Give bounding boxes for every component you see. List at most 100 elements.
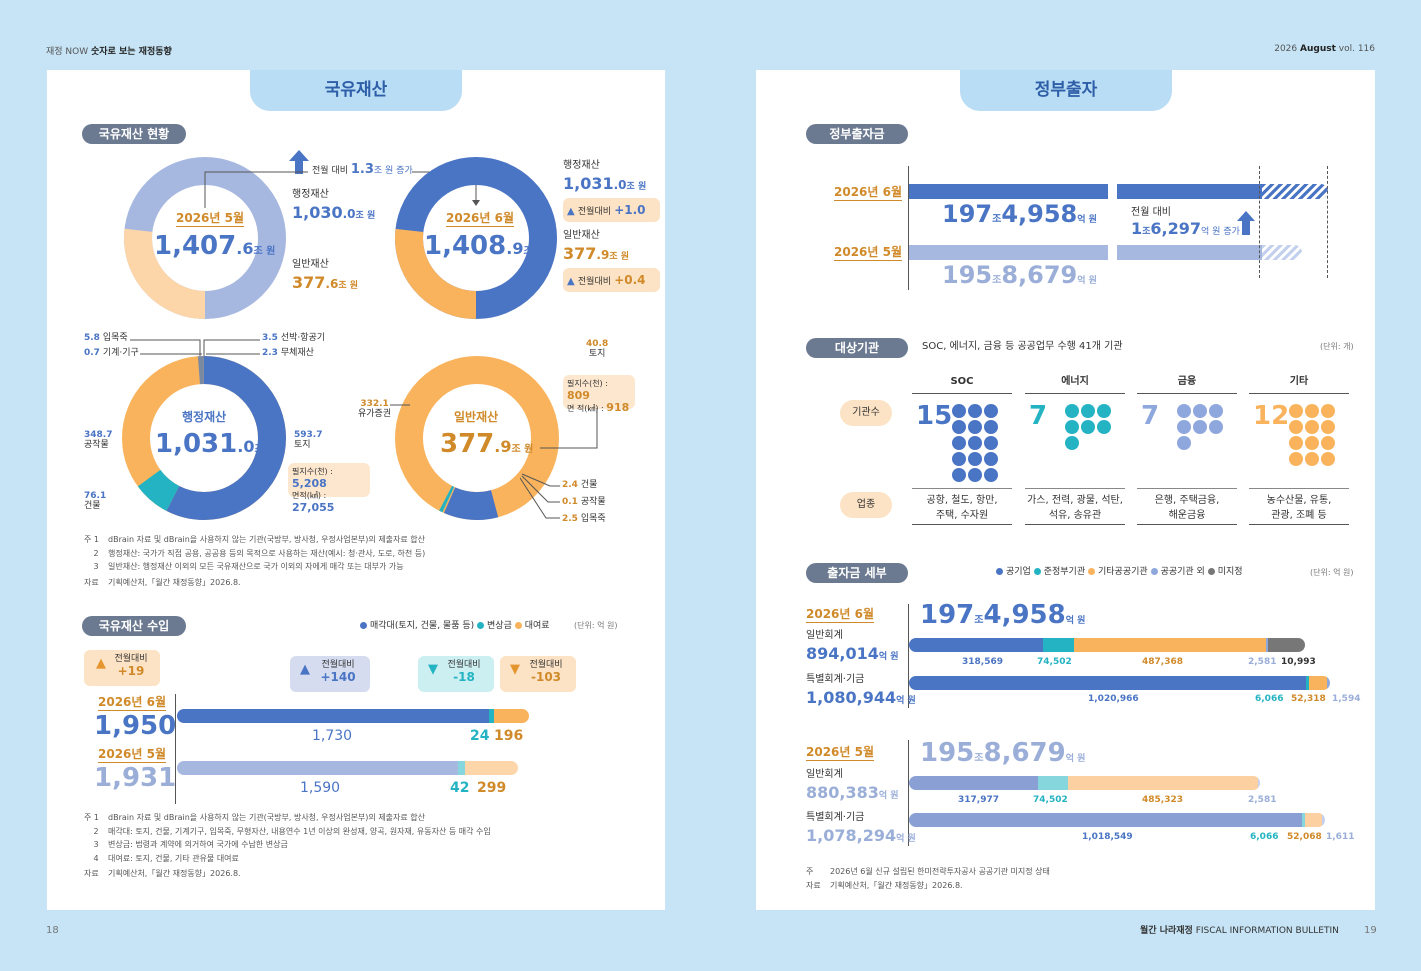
detail-jun-g4: 2,581 [1248,657,1277,667]
agency-col-rule3 [1137,524,1237,525]
donut-admin [122,356,286,520]
revenue-rent-change: ▼ 전월대비 -103 [500,656,576,692]
detail-jun-g-label: 일반회계 [806,630,843,641]
agency-count: 12 [1253,401,1290,431]
seg-public-enterprise [909,776,1038,790]
detail-jun-g3: 487,368 [1142,657,1183,667]
agency-dot [968,436,982,450]
agency-col-rule [912,393,1012,394]
general-land-box: 필지수(천) : 809 면 적(㎢) : 918 [563,375,635,414]
seg-other-public [1305,813,1322,827]
agency-industry: 가스, 전력, 광물, 석탄, 석유, 송유관 [1017,493,1133,523]
agency-dot [1065,420,1079,434]
revenue-jun-sale-seg [177,709,490,723]
agency-dot [1177,404,1191,418]
agency-industry-line1: 공항, 철도, 항만, [926,495,998,506]
capital-jun-label: 2026년 6월 [834,185,903,201]
agency-dot [984,420,998,434]
notes-right: 주 2026년 6월 신규 설립된 한미전략투자공사 공공기관 미지정 상태 자료… [806,867,1050,890]
agency-dot [1305,420,1319,434]
agency-col-header: 기타 [1289,376,1309,387]
month-change-note: 전월 대비 1.3조 원 증가 [312,162,413,177]
revenue-total-change: ▲ 전월대비 +19 [84,650,160,686]
agencies-row2-label: 업종 [840,492,892,518]
seg-quasi-gov [1306,676,1309,690]
detail-jun-s-label: 특별회계·기금 [806,674,865,685]
detail-may-s-value: 1,078,294억 원 [806,826,916,845]
capital-change-label: 전월 대비 [1131,207,1171,218]
revenue-may-rent: 299 [477,780,507,796]
revenue-axis [175,694,176,804]
agency-dot [952,468,966,482]
agency-industry-line1: 농수산물, 유통, [1266,495,1332,506]
agencies-unit: (단위: 개) [1320,342,1354,351]
agency-industry-line2: 주택, 수자원 [935,510,989,521]
admin-donut-total: 1,031.0조 원 [155,429,277,459]
capital-axis [908,166,909,290]
agency-dot [1321,436,1335,450]
agency-dot-grid [1289,404,1335,466]
donut-jun [395,157,557,319]
agency-dot-grid [952,404,998,482]
general-donut-total: 377.9조 원 [440,429,534,459]
may-general-label: 일반재산 [292,259,329,270]
page-number-right: 19 [1364,925,1377,936]
seg-quasi-gov [1038,776,1068,790]
general-label-structure: 0.1 공작물 [562,497,606,507]
detail-unit: (단위: 억 원) [1310,568,1354,577]
agencies-desc: SOC, 에너지, 금융 등 공공업무 수행 41개 기관 [922,341,1123,352]
donut-jun-general-segment [395,157,557,319]
page-number-left: 18 [46,925,59,936]
capital-increase-hatch [1262,184,1328,199]
agency-col-rule3 [1249,524,1349,525]
detail-jun-s2: 6,066 [1255,694,1284,704]
agency-dot [1305,452,1319,466]
agency-col-rule2 [1249,488,1349,489]
agency-dot [968,420,982,434]
general-label-securities: 332.1 유가증권 [358,399,392,420]
capital-may-hatch [1262,245,1302,260]
detail-jun-g-bar [909,638,1305,652]
agency-col-header: 에너지 [1061,376,1089,387]
pill-agencies: 대상기관 [806,338,908,358]
agency-dot [1209,404,1223,418]
jun-admin-change: ▲ 전월대비 +1.0 [563,198,660,222]
detail-jun-g-value: 894,014억 원 [806,644,899,663]
seg-non-public [1258,776,1260,790]
revenue-jun-rent-seg [493,709,529,723]
admin-donut-title: 행정재산 [182,410,227,424]
seg-public-enterprise [909,676,1306,690]
agency-dot [1289,404,1303,418]
agency-col-header: SOC [950,376,974,387]
detail-may-s1: 1,018,549 [1082,832,1133,842]
agency-dot [1065,436,1079,450]
jun-label: 2026년 6월 [446,211,515,227]
seg-other-public [1074,638,1266,652]
may-total: 1,407.6조 원 [154,231,276,261]
revenue-may-comp: 42 [450,780,470,796]
may-admin-label: 행정재산 [292,189,329,200]
agency-dot [1081,404,1095,418]
agency-dot [1065,404,1079,418]
agency-dot [1321,420,1335,434]
notes-status: 주 1 dBrain 자료 및 dBrain을 사용하지 않는 기관(국방부, 방… [84,535,426,587]
revenue-jun-comp: 24 [470,728,490,744]
admin-label-building: 76.1 건물 [84,491,107,512]
agency-count: 15 [916,401,953,431]
detail-may-g-value: 880,383억 원 [806,783,899,802]
pill-status: 국유재산 현황 [82,124,186,144]
agency-dot [984,436,998,450]
may-label: 2026년 5월 [176,211,245,227]
capital-dash-b [1327,166,1328,278]
detail-may-total: 195조8,679억 원 [920,738,1086,768]
detail-may-s-bar [909,813,1325,827]
jun-general-value: 377.9조 원 [563,244,630,263]
seg-non-public [1327,676,1330,690]
capital-jun-value: 197조4,958억 원 [942,200,1097,228]
may-general-value: 377.6조 원 [292,273,359,292]
agency-dot [1177,420,1191,434]
capital-may-value: 195조8,679억 원 [942,261,1097,289]
detail-jun-s3: 52,318 [1291,694,1326,704]
detail-jun-s1: 1,020,966 [1088,694,1139,704]
seg-other-public [1309,676,1327,690]
